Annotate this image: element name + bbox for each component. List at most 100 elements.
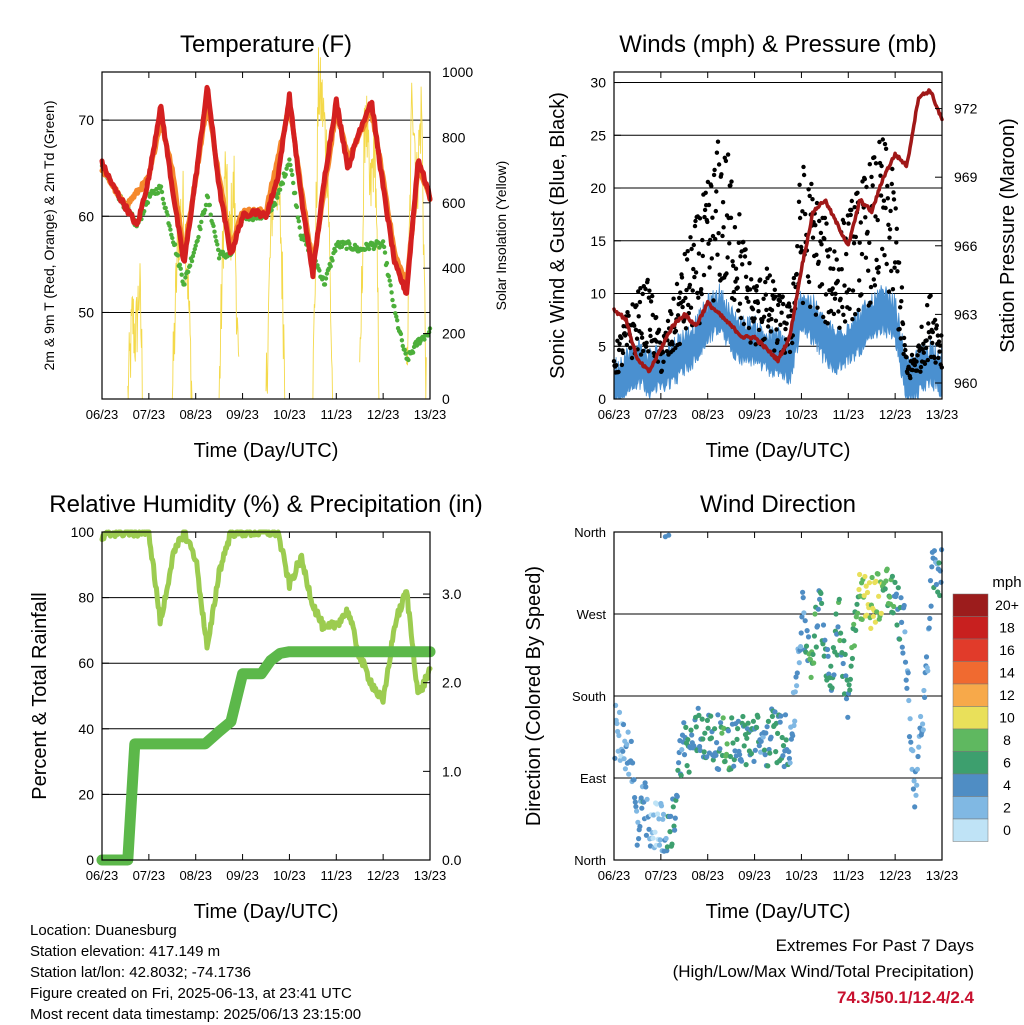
gust-point <box>738 254 743 259</box>
gust-point <box>881 198 887 203</box>
direction-point <box>818 590 824 597</box>
gust-point <box>886 222 891 227</box>
direction-point <box>836 596 842 603</box>
legend-swatch <box>952 638 989 662</box>
x-tick-label: 09/23 <box>738 868 771 883</box>
gust-point <box>892 265 897 270</box>
direction-point <box>745 720 751 726</box>
gust-point <box>839 267 844 272</box>
gust-point <box>677 295 682 301</box>
direction-point <box>752 747 758 753</box>
direction-point <box>612 755 618 761</box>
dewpoint-point <box>172 242 178 247</box>
direction-point <box>764 724 770 730</box>
direction-point <box>763 730 769 736</box>
chart-title: Relative Humidity (%) & Precipitation (i… <box>49 491 482 518</box>
direction-point <box>722 758 728 765</box>
direction-point <box>905 670 911 676</box>
gust-point <box>648 299 654 304</box>
direction-point <box>911 778 917 784</box>
direction-point <box>655 811 661 817</box>
solar-insolation-line <box>127 263 144 400</box>
gust-point <box>697 216 703 221</box>
gust-point <box>688 235 693 240</box>
x-tick-label: 06/23 <box>598 868 631 883</box>
direction-point <box>863 583 869 589</box>
station-pressure-line <box>612 88 944 374</box>
direction-point <box>793 674 799 680</box>
direction-point <box>713 752 719 758</box>
precipitation-line <box>96 646 436 866</box>
gust-point <box>720 200 726 205</box>
gust-point <box>873 214 878 219</box>
gust-point <box>748 340 753 345</box>
dewpoint-point <box>183 275 188 280</box>
direction-point <box>705 725 711 731</box>
direction-point <box>616 709 623 716</box>
direction-point <box>669 841 675 847</box>
dewpoint-point <box>170 235 175 241</box>
gust-point <box>835 278 840 284</box>
gust-point <box>756 309 761 314</box>
direction-point <box>913 792 919 798</box>
y2-tick-label: 1.0 <box>442 763 462 779</box>
gust-point <box>708 237 713 243</box>
gust-point <box>679 275 685 280</box>
direction-point <box>842 651 848 658</box>
legend-label: 12 <box>999 687 1015 703</box>
direction-point <box>620 748 626 754</box>
gust-point <box>876 270 881 275</box>
gust-point <box>773 318 779 323</box>
y2-tick-label: 200 <box>442 326 466 342</box>
direction-point <box>928 603 934 609</box>
direction-point <box>799 614 805 620</box>
dewpoint-point <box>199 219 204 225</box>
direction-point <box>882 586 888 592</box>
gust-point <box>749 277 754 282</box>
direction-point <box>773 720 779 726</box>
x-tick-label: 07/23 <box>645 407 678 422</box>
gust-point <box>683 295 688 301</box>
direction-point <box>773 749 779 755</box>
gust-point <box>742 254 748 259</box>
gust-point <box>791 275 797 281</box>
y2-tick-label: 966 <box>954 238 978 254</box>
gust-point <box>780 294 785 299</box>
dewpoint-point <box>294 204 300 210</box>
gust-point <box>731 263 736 268</box>
direction-point <box>833 611 839 617</box>
direction-point <box>790 733 796 739</box>
direction-point <box>862 573 868 580</box>
direction-point <box>926 625 932 631</box>
gust-point <box>671 296 676 301</box>
direction-point <box>868 625 874 632</box>
direction-point <box>761 747 768 753</box>
gust-point <box>808 304 813 309</box>
gust-point <box>729 179 734 184</box>
direction-point <box>841 691 848 697</box>
dewpoint-point <box>198 226 203 232</box>
gust-point <box>899 299 904 304</box>
gust-point <box>928 293 933 298</box>
gust-point <box>640 291 645 297</box>
plot-frame <box>101 531 431 861</box>
direction-point <box>893 591 900 597</box>
gust-point <box>867 240 872 245</box>
dewpoint-point <box>290 172 295 177</box>
gust-point <box>914 359 919 364</box>
x-axis-label: Time (Day/UTC) <box>706 901 851 923</box>
direction-point <box>916 744 922 750</box>
gust-point <box>842 283 847 288</box>
dewpoint-point <box>384 260 390 266</box>
gust-point <box>919 324 924 329</box>
x-tick-label: 09/23 <box>226 868 259 883</box>
dewpoint-point <box>387 278 392 283</box>
direction-point <box>792 689 798 695</box>
direction-point <box>737 752 743 758</box>
gust-point <box>709 183 714 189</box>
gust-point <box>783 326 788 332</box>
gust-point <box>926 321 931 326</box>
direction-point <box>798 630 804 636</box>
gust-point <box>696 295 701 300</box>
gust-point <box>823 292 829 297</box>
